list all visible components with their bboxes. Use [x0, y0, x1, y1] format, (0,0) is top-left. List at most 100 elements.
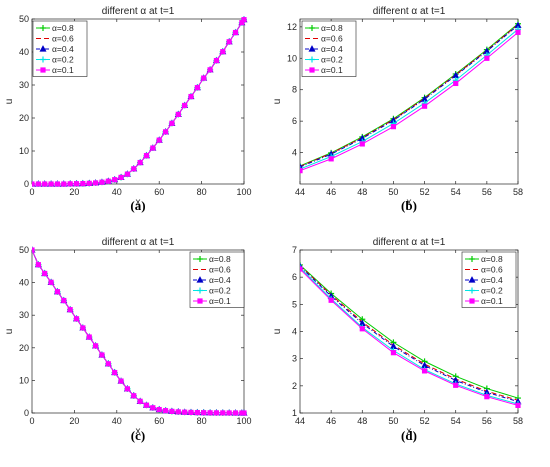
- legend-entry: α=0.4: [52, 44, 74, 54]
- y-tick-label: 0: [24, 179, 29, 189]
- data-point: [48, 279, 54, 285]
- legend-marker: [309, 67, 315, 73]
- x-tick-label: 60: [154, 187, 164, 197]
- legend-marker: [309, 25, 315, 31]
- data-point: [131, 393, 137, 399]
- y-tick-label: 7: [292, 245, 297, 255]
- legend-marker: [197, 256, 203, 262]
- x-tick-label: 52: [420, 416, 430, 426]
- data-point: [99, 179, 105, 185]
- data-point: [175, 409, 181, 415]
- legend-entry: α=0.8: [481, 254, 503, 264]
- legend-marker: [39, 45, 47, 52]
- y-axis-label: u: [272, 99, 283, 105]
- x-tick-label: 20: [69, 187, 79, 197]
- series-line: [300, 264, 519, 399]
- y-tick-label: 8: [292, 85, 297, 95]
- data-point: [32, 181, 35, 187]
- legend-marker: [469, 298, 475, 304]
- data-point: [188, 93, 194, 100]
- data-point: [201, 75, 207, 81]
- x-tick-label: 44: [295, 416, 305, 426]
- data-point: [143, 402, 150, 408]
- data-point: [124, 386, 130, 392]
- data-point: [131, 166, 137, 172]
- data-point: [48, 181, 54, 187]
- panel-caption: (c): [131, 428, 145, 443]
- data-point: [80, 181, 86, 187]
- legend-entry: α=0.6: [321, 34, 343, 44]
- y-tick-label: 3: [292, 354, 297, 364]
- series-4: [32, 17, 247, 187]
- x-tick-label: 60: [154, 416, 164, 426]
- data-point: [54, 289, 61, 295]
- x-tick-label: 46: [326, 416, 336, 426]
- data-point: [300, 261, 303, 268]
- data-point: [112, 369, 118, 376]
- legend-marker: [309, 56, 315, 63]
- data-point: [67, 307, 73, 313]
- y-axis-label: u: [272, 329, 283, 335]
- x-tick-label: 80: [197, 416, 207, 426]
- data-point: [105, 178, 111, 184]
- chart-title: different α at t=1: [102, 237, 175, 248]
- data-point: [42, 270, 48, 277]
- legend-entry: α=0.6: [52, 34, 74, 44]
- legend-entry: α=0.2: [52, 55, 74, 65]
- series-line: [300, 24, 519, 167]
- data-point: [156, 406, 162, 413]
- data-point: [61, 181, 67, 187]
- y-tick-label: 10: [19, 146, 29, 156]
- x-tick-label: 44: [295, 187, 305, 197]
- x-tick-label: 58: [513, 187, 523, 197]
- x-axis-label: x: [407, 197, 412, 208]
- y-tick-label: 20: [19, 113, 29, 123]
- data-point: [484, 394, 490, 400]
- data-point: [453, 382, 459, 388]
- legend: α=0.8α=0.6α=0.4α=0.2α=0.1: [189, 251, 245, 308]
- y-tick-label: 2: [292, 381, 297, 391]
- x-tick-label: 0: [29, 416, 34, 426]
- legend: α=0.8α=0.6α=0.4α=0.2α=0.1: [461, 251, 517, 308]
- data-point: [73, 316, 80, 322]
- data-point: [484, 55, 490, 61]
- y-tick-label: 5: [292, 299, 297, 309]
- legend-marker: [469, 256, 475, 262]
- data-point: [241, 410, 247, 416]
- y-tick-label: 4: [292, 148, 297, 158]
- series-line: [300, 28, 519, 170]
- data-point: [194, 85, 200, 91]
- series-line: [300, 265, 519, 401]
- data-point: [99, 352, 105, 358]
- x-tick-label: 46: [326, 187, 336, 197]
- x-tick-label: 40: [112, 416, 122, 426]
- x-tick-label: 48: [357, 416, 367, 426]
- data-point: [515, 29, 521, 35]
- data-point: [300, 168, 303, 174]
- x-axis-label: x: [407, 426, 412, 437]
- x-tick-label: 54: [451, 187, 461, 197]
- data-point: [105, 361, 111, 367]
- data-point: [226, 410, 232, 416]
- data-point: [137, 159, 143, 166]
- y-tick-label: 10: [19, 375, 29, 385]
- data-point: [93, 343, 99, 349]
- y-tick-label: 10: [287, 53, 297, 63]
- y-axis-label: u: [4, 99, 15, 105]
- data-point: [421, 368, 428, 374]
- data-point: [213, 410, 220, 416]
- data-point: [150, 405, 156, 411]
- data-point: [143, 153, 150, 159]
- data-point: [137, 398, 143, 404]
- legend: α=0.8α=0.6α=0.4α=0.2α=0.1: [301, 20, 357, 77]
- data-point: [232, 410, 239, 416]
- data-point: [220, 49, 226, 55]
- legend-entry: α=0.4: [481, 275, 503, 285]
- series-line: [300, 267, 519, 405]
- legend-entry: α=0.2: [209, 286, 231, 296]
- legend-entry: α=0.4: [209, 275, 231, 285]
- data-point: [86, 180, 92, 186]
- data-point: [182, 102, 188, 109]
